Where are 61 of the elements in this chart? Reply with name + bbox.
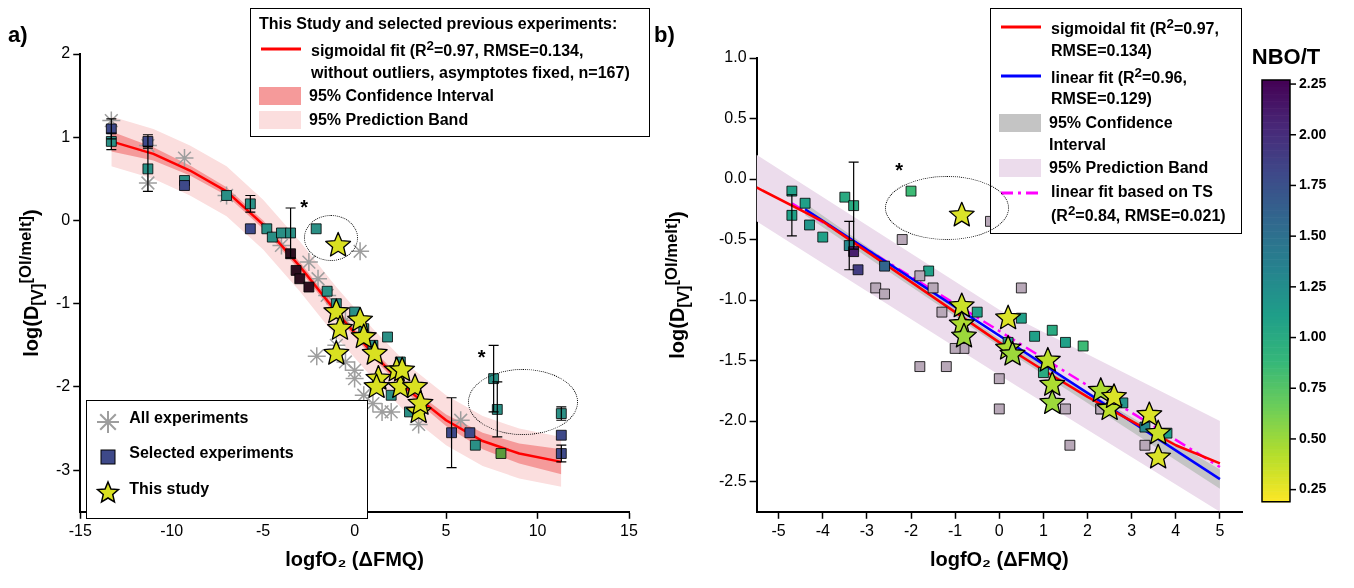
legend-label: linear fit (R$^{2}$=0.96, RMSE=0.129) [1051,63,1188,110]
x-tick-label: -5 [256,521,271,539]
color-bar-label: 0.25 [1299,480,1327,497]
x-tick-label: -5 [771,521,786,539]
color-bar-label: 2.00 [1299,125,1327,142]
x-tick-label: -15 [68,521,92,539]
y-tick-label: 1.0 [724,48,747,66]
y-tick-label: -0.5 [718,229,747,247]
color-bar-label: 1.00 [1299,328,1327,345]
text: sigmoidal fit (R$^{2}$=0.97, RMSE=0.134) [1051,16,1219,59]
x-axis-title: logfO₂ (ΔFMQ) [285,547,424,570]
annotation: * [300,196,309,219]
y-tick-label: -2.5 [718,471,747,489]
y-tick-label: 0 [61,210,71,228]
chart-title: b) [654,22,675,48]
x-tick-label: 10 [528,521,547,539]
legend-label: linear fit based on TS (R$^{2}$=0.84, RMSE=0.021) [1051,181,1227,227]
y-tick-label: -1.0 [718,290,747,308]
legend-label: 95% Prediction Band [309,109,469,130]
color-bar-label: 0.75 [1299,379,1327,396]
legend-label: 95% Confidence Interval [309,86,494,107]
color-bar-label: 1.25 [1299,277,1327,294]
y-tick-label: 2 [61,44,71,62]
color-bar-title: NBO/T [1251,44,1321,70]
legend-label: 95% Confidence Interval [1049,113,1174,155]
legend-label: 95% Prediction Band [1049,158,1209,179]
y-tick-label: 1 [61,127,71,145]
x-tick-label: 15 [620,521,638,539]
y-tick-label: -1 [55,294,71,312]
x-tick-label: -10 [160,521,184,539]
legend-label: sigmoidal fit (R$^{2}$=0.97, RMSE=0.134, without outliers, asymptotes fixed, n=167) [311,36,631,83]
y-tick-label: -2.0 [718,411,747,429]
x-axis-title: logfO₂ (ΔFMQ) [929,547,1069,570]
y-tick-label: 0.0 [724,169,747,187]
x-tick-label: 3 [1127,521,1137,539]
x-tick-label: 0 [350,521,360,539]
x-tick-label: 0 [994,521,1004,539]
x-tick-label: 2 [1083,521,1093,539]
x-tick-label: -1 [948,521,963,539]
y-tick-label: 0.5 [724,108,747,126]
legend-title: This Study and selected previous experiments: [259,14,619,34]
x-tick-label: -3 [859,521,875,539]
y-tick-label: -1.5 [718,350,747,368]
color-bar-label: 1.75 [1299,176,1327,193]
x-tick-label: 5 [441,521,451,539]
color-bar-label: 0.50 [1299,429,1327,446]
annotation: * [895,158,904,181]
x-tick-label: 5 [1215,521,1225,539]
legend-label: Selected experiments [129,443,294,464]
color-bar-label: 1.50 [1299,227,1327,244]
y-tick-label: -3 [55,460,71,478]
x-tick-label: -2 [903,521,919,539]
x-tick-label: -4 [815,521,830,539]
legend-label: This study [129,479,210,499]
legend-label: All experiments [129,407,249,428]
color-bar-label: 2.25 [1299,74,1327,91]
x-tick-label: 4 [1171,521,1181,539]
chart-title: a) [8,22,28,48]
x-tick-label: 1 [1038,521,1048,539]
y-tick-label: -2 [55,377,71,395]
annotation: * [477,346,486,369]
